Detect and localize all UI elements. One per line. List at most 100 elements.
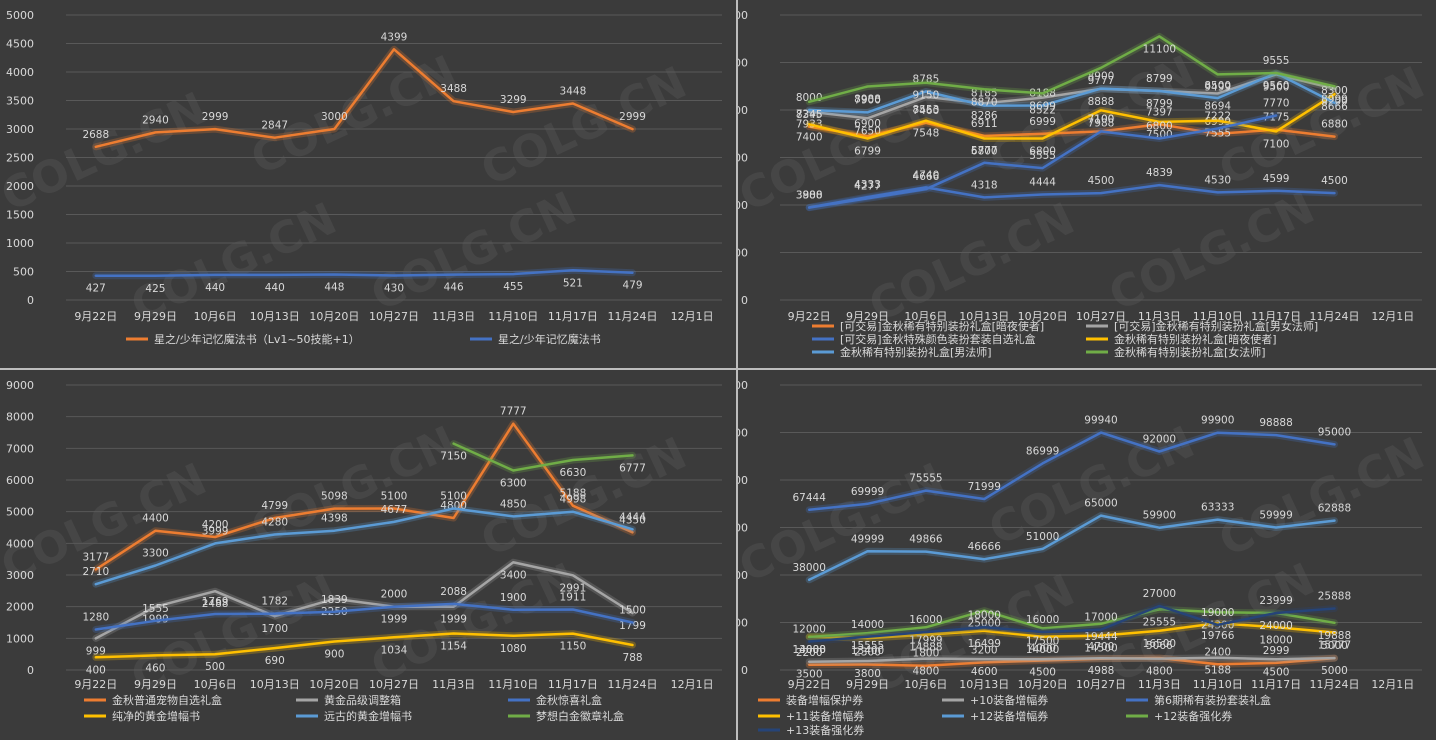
data-label: 440: [265, 282, 285, 294]
watermark-text: COLG.CN: [1212, 428, 1433, 567]
data-label: 7650: [854, 125, 881, 137]
data-label: 521: [563, 277, 583, 289]
data-label: 69999: [851, 486, 884, 498]
data-label: 1999: [381, 614, 408, 626]
legend-label: +10装备增幅券: [970, 693, 1048, 707]
data-label: 17500: [1026, 635, 1059, 647]
y-tick-label: 20000: [738, 617, 748, 630]
legend-label: 金秋稀有特别装扮礼盒[女法师]: [1114, 345, 1266, 359]
legend-item: 金秋惊喜礼盒: [508, 693, 602, 707]
data-label: 4839: [1146, 167, 1173, 179]
legend-label: 金秋稀有特别装扮礼盒[暗夜使者]: [1114, 332, 1277, 346]
data-label: 2999: [1263, 645, 1290, 657]
series-lines: 2688 2940 2999 2847 3000 4399 3488 3299 3448 2999…: [82, 31, 645, 295]
legend-item: 金秋稀有特别装扮礼盒[女法师]: [1086, 345, 1266, 359]
data-label: 5066: [1146, 640, 1173, 652]
data-label: 4500: [1088, 175, 1115, 187]
y-tick-label: 12000: [738, 9, 748, 22]
legend-item: 黄金品级调整箱: [296, 693, 401, 707]
data-label: 4398: [321, 513, 348, 525]
data-label: 3900: [796, 189, 823, 201]
legend: 星之/少年记忆魔法书（Lv1~50技能+1） 星之/少年记忆魔法书: [126, 332, 601, 346]
y-tick-label: 4000: [6, 66, 34, 79]
data-label: 86999: [1026, 445, 1059, 457]
series-glow: [92, 600, 636, 633]
series-line: [807, 114, 1278, 209]
legend-label: +12装备增幅券: [970, 709, 1048, 723]
x-tick-label: 11月10日: [1193, 678, 1243, 691]
x-tick-label: 10月27日: [369, 310, 419, 323]
data-label: 6800: [1146, 121, 1173, 133]
data-label: 5555: [1029, 150, 1056, 162]
data-label: 1800: [913, 648, 940, 660]
y-tick-label: 9000: [6, 379, 34, 392]
data-label: 1900: [500, 592, 527, 604]
data-label: 95000: [1318, 426, 1351, 438]
legend-item: 星之/少年记忆魔法书: [470, 332, 601, 346]
x-tick-label: 10月6日: [194, 678, 237, 691]
data-label: 4500: [1321, 175, 1348, 187]
data-label: 6800: [971, 146, 998, 158]
x-axis-labels: 9月22日 9月29日 10月6日 10月13日 10月20日 10月27日 11月3日 11…: [788, 310, 1415, 323]
data-label: 1839: [321, 594, 348, 606]
x-tick-label: 11月17日: [1251, 678, 1301, 691]
data-label: 1799: [619, 620, 646, 632]
series-line: [807, 608, 1336, 639]
x-axis-labels: 9月22日 9月29日 10月6日 10月13日 10月20日 10月27日 11月3日 11…: [74, 678, 713, 691]
data-label: 5188: [1204, 665, 1231, 677]
data-label: 460: [145, 662, 165, 674]
legend-item: [可交易]金秋特殊颜色装扮套装自选礼盒: [812, 332, 1036, 346]
x-tick-label: 10月13日: [959, 678, 1009, 691]
x-tick-label: 12月1日: [671, 310, 714, 323]
data-label: 1999: [440, 614, 467, 626]
data-label: 4444: [619, 511, 646, 523]
x-axis-labels: 9月22日 9月29日 10月6日 10月13日 10月20日 10月27日 11月3日 11…: [74, 310, 713, 323]
legend-item: 金秋稀有特别装扮礼盒[暗夜使者]: [1086, 332, 1277, 346]
y-gridlines: 0 2000 4000 6000 8000 10000 12000: [738, 9, 1422, 307]
data-label: 479: [623, 280, 643, 292]
y-tick-label: 4000: [738, 199, 748, 212]
data-label: 4800: [1146, 666, 1173, 678]
watermark-text: COLG.CN: [244, 46, 465, 185]
x-axis-labels: 9月22日 9月29日 10月6日 10月13日 10月20日 10月27日 11月3日 11…: [788, 678, 1415, 691]
data-label: 4000: [1029, 643, 1056, 655]
x-tick-label: 9月29日: [846, 678, 889, 691]
data-label: 4500: [1263, 666, 1290, 678]
x-tick-label: 10月13日: [250, 678, 300, 691]
data-label: 2488: [202, 598, 229, 610]
legend-item: 金秋普通宠物自选礼盒: [84, 693, 222, 707]
data-label: 1150: [560, 641, 587, 653]
x-tick-label: 9月29日: [134, 678, 177, 691]
x-tick-label: 11月24日: [608, 310, 658, 323]
x-tick-label: 9月22日: [74, 678, 117, 691]
data-label: 14000: [1026, 644, 1059, 656]
y-tick-label: 0: [27, 294, 34, 307]
data-label: 2710: [82, 566, 109, 578]
data-label: 2940: [142, 114, 169, 126]
data-label: 2400: [1204, 646, 1231, 658]
y-tick-label: 7000: [6, 442, 34, 455]
data-label: 6999: [1029, 116, 1056, 128]
series-line: [807, 73, 1336, 120]
data-label: 2200: [796, 647, 823, 659]
data-label: 99900: [1201, 415, 1234, 427]
data-label: 62888: [1318, 503, 1351, 515]
data-label: 4850: [500, 498, 527, 510]
data-label: 4400: [142, 513, 169, 525]
data-label: 51000: [1026, 531, 1059, 543]
data-label: 11100: [1143, 43, 1176, 55]
data-label: 3800: [854, 668, 881, 680]
data-label: 17999: [909, 634, 942, 646]
data-label: 6630: [560, 467, 587, 479]
y-tick-label: 5000: [6, 9, 34, 22]
data-label: 16500: [1143, 638, 1176, 650]
data-label: 3500: [796, 669, 823, 681]
data-label: 14000: [792, 644, 825, 656]
data-label: 900: [324, 649, 344, 661]
data-label: 3299: [500, 94, 527, 106]
legend: [可交易]金秋稀有特别装扮礼盒[暗夜使者] [可交易]金秋稀有特别装扮礼盒[男女法…: [812, 319, 1318, 359]
x-tick-label: 11月10日: [488, 310, 538, 323]
data-label: 2088: [440, 586, 467, 598]
data-label: 446: [444, 282, 464, 294]
chart-panel-upgrade-tickets: COLG.CNCOLG.CNCOLG.CNCOLG.CNCOLG.CN02000…: [738, 370, 1436, 740]
